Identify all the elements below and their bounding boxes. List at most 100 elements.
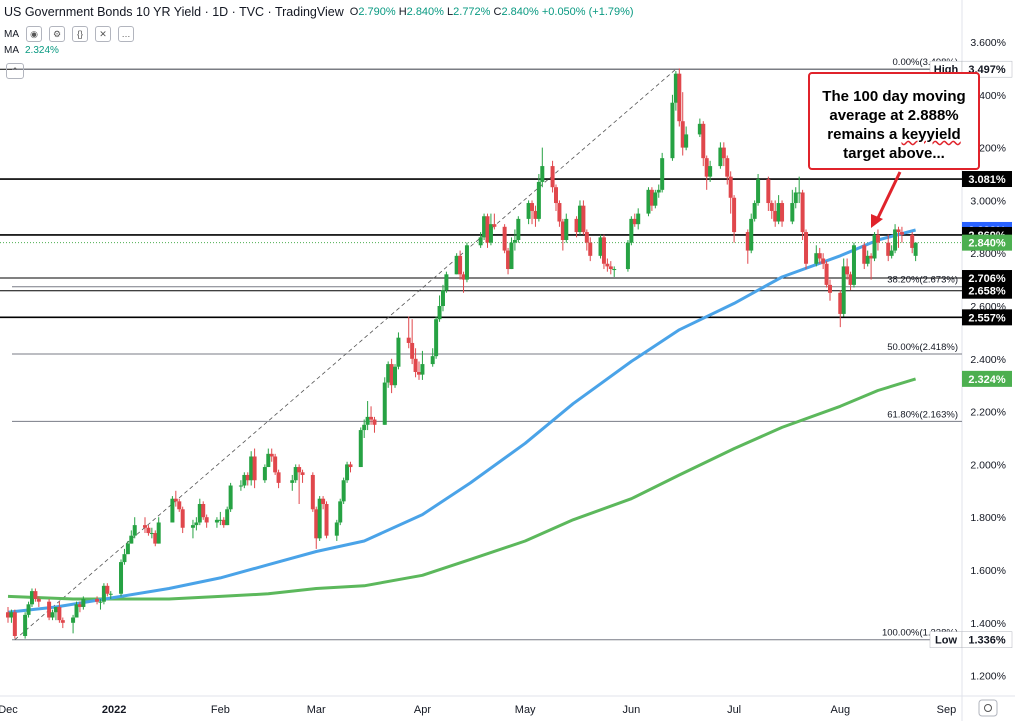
symbol-title[interactable]: US Government Bonds 10 YR Yield · 1D · T… [4,5,344,19]
candle-body [841,266,846,314]
eye-icon[interactable]: ◉ [26,26,42,42]
candle-body [766,179,771,204]
x-tick-label: Aug [830,704,850,716]
candle-body [728,176,733,198]
x-tick-label: Jun [622,704,640,716]
candle-body [828,284,832,293]
candle-body [334,522,339,536]
candle-body [221,519,226,526]
candle-body [677,73,682,122]
candle-body [23,614,28,636]
candle-body [26,604,31,615]
candle-body [393,366,398,386]
candle-body [177,501,182,510]
price-axis-label: 2.557% [968,312,1006,324]
y-tick-label: 1.800% [970,512,1006,524]
candle-body [536,181,541,219]
candle-body [218,519,223,521]
more-icon[interactable]: … [118,26,134,42]
chart-header: US Government Bonds 10 YR Yield · 1D · T… [4,5,634,19]
candle-body [653,192,658,206]
close-icon[interactable]: ✕ [95,26,111,42]
ma2-label[interactable]: MA [4,45,19,56]
annotation-callout[interactable]: The 100 day moving average at 2.888% rem… [808,72,980,170]
candle-body [276,472,281,483]
source-code-icon[interactable]: {} [72,26,88,42]
candle-body [365,416,370,425]
y-tick-label: 1.200% [970,671,1006,683]
candle-body [838,292,843,314]
candle-body [704,158,709,177]
candle-body [440,290,445,306]
candle-body [605,263,610,267]
candle-body [814,253,819,264]
candle-body [317,498,322,539]
candle-body [485,216,490,243]
price-axis-label-box [962,309,1012,326]
candle-body [50,612,55,618]
candle-body [9,612,14,618]
candle-body [238,485,243,487]
candle-body [612,269,617,271]
candle-body [74,604,79,618]
candle-body [574,218,579,233]
candle-body [341,480,346,502]
candle-body [33,591,38,600]
candle-body [389,364,394,386]
price-axis-label-box [962,370,1012,387]
candle-body [554,187,558,204]
candle-body [697,123,702,135]
price-axis-label-box [962,282,1012,299]
candle-body [125,543,130,555]
ma100-line [7,228,916,614]
candle-body [47,601,52,618]
candle-body [708,166,713,177]
candle-body [149,533,154,535]
ma1-label[interactable]: MA [4,28,19,40]
candle-body [36,599,41,602]
annotation-line-3b: keyyield [901,126,961,143]
candle-body [81,599,86,607]
candle-body [478,237,483,246]
candle-body [588,242,593,256]
open-label: O [349,6,359,18]
candle-body [598,237,603,256]
candle-body [564,218,569,240]
candle-body [386,364,391,383]
x-tick-label: Feb [211,704,230,716]
candle-body [482,216,487,238]
candle-body [53,606,58,613]
candle-body [845,266,850,275]
candle-body [119,562,124,594]
fib-level-label: 0.00%(3.498%) [893,57,958,68]
candle-body [502,226,507,251]
change-value: +0.050% (+1.79%) [541,6,634,18]
candle-body [899,232,904,235]
candle-body [817,253,822,259]
price-axis-label: 2.324% [968,374,1006,386]
x-tick-label: Mar [307,704,326,716]
collapse-legend-icon[interactable]: ⌃ [6,63,24,79]
fib-level-label: 100.00%(1.338%) [882,628,958,639]
candle-body [745,232,750,251]
close-value: 2.840% [501,6,539,18]
candle-body [358,430,363,468]
candle-body [105,585,110,594]
candle-body [269,453,274,457]
candle-body [550,166,555,188]
candle-body [369,416,374,420]
gear-icon[interactable]: ⚙ [49,26,65,42]
axis-settings-icon-dot [984,704,992,712]
candle-body [314,509,319,539]
candle-body [797,192,802,194]
ma2-value: 2.324% [25,45,59,56]
candle-body [245,474,250,481]
candle-body [872,234,877,259]
candle-body [173,498,178,502]
candle-body [601,237,606,264]
candle-body [293,467,298,481]
candle-body [584,232,589,243]
candle-body [889,250,894,256]
candle-body [636,213,641,225]
candle-body [454,255,459,275]
